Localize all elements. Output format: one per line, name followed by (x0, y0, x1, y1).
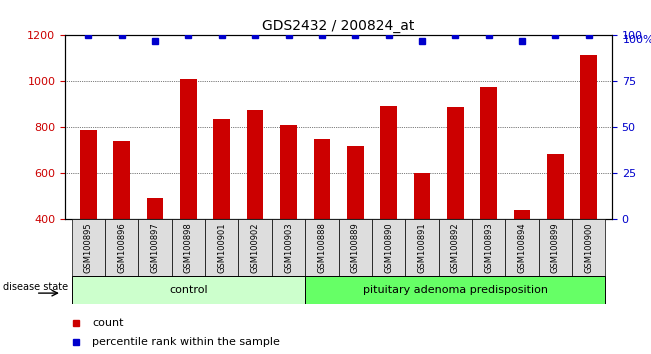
Text: 100%: 100% (623, 35, 651, 45)
FancyBboxPatch shape (205, 219, 238, 276)
Text: GSM100894: GSM100894 (518, 222, 527, 273)
FancyBboxPatch shape (538, 219, 572, 276)
Bar (514, 210, 531, 312)
Bar (380, 105, 397, 312)
Text: GSM100899: GSM100899 (551, 222, 560, 273)
Text: percentile rank within the sample: percentile rank within the sample (92, 337, 281, 347)
Bar (247, 110, 264, 312)
FancyBboxPatch shape (505, 219, 538, 276)
FancyBboxPatch shape (472, 219, 505, 276)
FancyBboxPatch shape (372, 219, 405, 276)
FancyBboxPatch shape (105, 219, 139, 276)
FancyBboxPatch shape (272, 219, 305, 276)
FancyBboxPatch shape (305, 219, 339, 276)
Bar (280, 125, 297, 312)
Bar (113, 141, 130, 312)
Bar (480, 87, 497, 312)
FancyBboxPatch shape (72, 219, 105, 276)
Text: control: control (169, 285, 208, 295)
Text: GSM100902: GSM100902 (251, 223, 260, 273)
Text: GSM100897: GSM100897 (150, 222, 159, 273)
FancyBboxPatch shape (305, 276, 605, 304)
Text: GSM100890: GSM100890 (384, 222, 393, 273)
Text: count: count (92, 318, 124, 328)
Bar (580, 55, 597, 312)
FancyBboxPatch shape (339, 219, 372, 276)
Bar (180, 79, 197, 312)
FancyBboxPatch shape (72, 276, 305, 304)
FancyBboxPatch shape (238, 219, 272, 276)
FancyBboxPatch shape (405, 219, 439, 276)
Bar (80, 130, 97, 312)
Text: GSM100889: GSM100889 (351, 222, 360, 273)
Text: GSM100900: GSM100900 (584, 223, 593, 273)
FancyBboxPatch shape (572, 219, 605, 276)
Text: GSM100893: GSM100893 (484, 222, 493, 273)
Text: GSM100891: GSM100891 (417, 222, 426, 273)
Text: GSM100895: GSM100895 (84, 222, 93, 273)
Title: GDS2432 / 200824_at: GDS2432 / 200824_at (262, 19, 415, 33)
Bar (146, 198, 163, 312)
FancyBboxPatch shape (439, 219, 472, 276)
Bar (547, 154, 564, 312)
Text: pituitary adenoma predisposition: pituitary adenoma predisposition (363, 285, 547, 295)
Bar (347, 146, 363, 312)
Text: GSM100896: GSM100896 (117, 222, 126, 273)
Bar (214, 119, 230, 312)
Text: GSM100903: GSM100903 (284, 222, 293, 273)
Text: GSM100888: GSM100888 (317, 222, 326, 273)
Bar (413, 173, 430, 312)
Text: GSM100901: GSM100901 (217, 223, 227, 273)
Text: disease state: disease state (3, 282, 68, 292)
Text: GSM100892: GSM100892 (450, 222, 460, 273)
FancyBboxPatch shape (139, 219, 172, 276)
Bar (314, 139, 330, 312)
Bar (447, 107, 464, 312)
FancyBboxPatch shape (172, 219, 205, 276)
Text: GSM100898: GSM100898 (184, 222, 193, 273)
